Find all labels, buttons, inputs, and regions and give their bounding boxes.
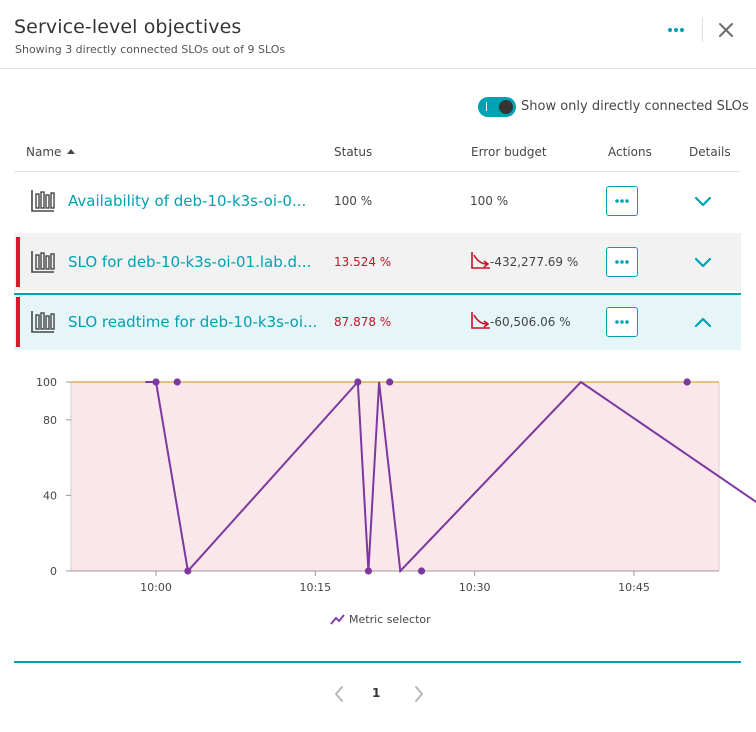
chart-legend[interactable]: Metric selector — [330, 613, 431, 626]
x-tick-label: 10:15 — [299, 581, 331, 594]
slo-error-budget: -60,506.06 % — [470, 312, 571, 329]
chevron-down-icon — [694, 257, 712, 268]
chevron-left-icon — [335, 686, 343, 702]
collapse-row-button[interactable] — [692, 311, 714, 333]
section-divider — [14, 661, 741, 663]
more-horizontal-icon — [668, 28, 684, 32]
column-status-header: Status — [334, 145, 373, 159]
slo-status: 87.878 % — [334, 315, 392, 329]
column-actions-header: Actions — [608, 145, 652, 159]
close-icon — [719, 23, 733, 37]
expand-row-button[interactable] — [692, 190, 714, 212]
error-budget-value: -60,506.06 % — [490, 315, 571, 329]
legend-series-label: Metric selector — [349, 613, 431, 626]
trend-down-icon — [471, 252, 490, 269]
sort-ascending-icon — [67, 149, 76, 154]
toggle-on-mark — [486, 102, 487, 111]
y-tick-label: 100 — [36, 376, 57, 389]
previous-page-button[interactable] — [330, 684, 348, 704]
table-row-expanded[interactable]: SLO readtime for deb-10-k3s-oi... 87.878… — [14, 293, 741, 350]
more-horizontal-icon — [615, 320, 629, 324]
chevron-right-icon — [415, 686, 423, 702]
column-name-header[interactable]: Name — [26, 145, 76, 159]
more-options-button[interactable] — [662, 18, 690, 42]
direct-slo-toggle[interactable] — [478, 97, 516, 117]
failing-indicator — [16, 237, 20, 287]
x-tick-label: 10:45 — [618, 581, 650, 594]
data-point — [683, 378, 691, 386]
y-tick-label: 0 — [50, 565, 57, 578]
close-button[interactable] — [714, 18, 738, 42]
column-name-label: Name — [26, 145, 62, 159]
more-horizontal-icon — [615, 260, 629, 264]
slo-name-link[interactable]: SLO for deb-10-k3s-oi-01.lab.d... — [68, 253, 312, 271]
slo-bars-icon — [31, 311, 55, 333]
row-actions-button[interactable] — [606, 186, 638, 216]
column-details-header: Details — [689, 145, 731, 159]
slo-error-budget: -432,277.69 % — [470, 252, 579, 269]
column-error-budget-header: Error budget — [471, 145, 547, 159]
data-point — [152, 378, 160, 386]
next-page-button[interactable] — [410, 684, 428, 704]
slo-status: 13.524 % — [334, 255, 392, 269]
line-chart-icon — [330, 614, 345, 625]
page-subtitle: Showing 3 directly connected SLOs out of… — [15, 43, 286, 56]
trend-down-icon — [471, 312, 490, 329]
data-point — [417, 567, 426, 575]
series-line — [145, 379, 756, 574]
y-tick-label: 80 — [43, 414, 57, 427]
header-divider — [702, 18, 703, 42]
table-row[interactable]: SLO for deb-10-k3s-oi-01.lab.d... 13.524… — [14, 233, 741, 291]
data-point — [173, 378, 181, 386]
slo-name-link[interactable]: Availability of deb-10-k3s-oi-0... — [68, 192, 307, 210]
more-horizontal-icon — [615, 199, 629, 203]
failing-indicator — [16, 297, 20, 347]
current-page[interactable]: 1 — [372, 686, 381, 700]
y-tick-label: 40 — [43, 489, 57, 502]
error-budget-value: -432,277.69 % — [490, 255, 579, 269]
pagination: 1 — [330, 682, 430, 706]
expand-row-button[interactable] — [692, 251, 714, 273]
toggle-knob — [499, 100, 513, 114]
slo-bars-icon — [31, 190, 55, 212]
table-row[interactable]: Availability of deb-10-k3s-oi-0... 100 %… — [14, 172, 741, 230]
slo-chart: 0408010010:0010:1510:3010:4511:0011:1511… — [36, 376, 756, 594]
error-budget-value: 100 % — [470, 194, 509, 208]
page-title: Service-level objectives — [14, 16, 242, 38]
chevron-down-icon — [694, 196, 712, 207]
row-actions-button[interactable] — [606, 307, 638, 337]
slo-status: 100 % — [334, 194, 373, 208]
data-point — [184, 567, 192, 575]
slo-bars-icon — [31, 251, 55, 273]
chart-violation-area — [71, 382, 719, 571]
slo-error-budget: 100 % — [470, 194, 508, 208]
row-actions-button[interactable] — [606, 247, 638, 277]
x-tick-label: 10:00 — [140, 581, 172, 594]
chevron-up-icon — [694, 317, 712, 328]
table-header: Name Status Error budget Actions Details — [14, 134, 741, 172]
panel-header: Service-level objectives Showing 3 direc… — [0, 0, 756, 69]
x-tick-label: 10:30 — [459, 581, 491, 594]
data-point — [386, 378, 394, 386]
toggle-label: Show only directly connected SLOs — [521, 99, 749, 114]
data-point — [364, 567, 373, 575]
data-point — [354, 378, 362, 386]
slo-name-link[interactable]: SLO readtime for deb-10-k3s-oi... — [68, 313, 318, 331]
